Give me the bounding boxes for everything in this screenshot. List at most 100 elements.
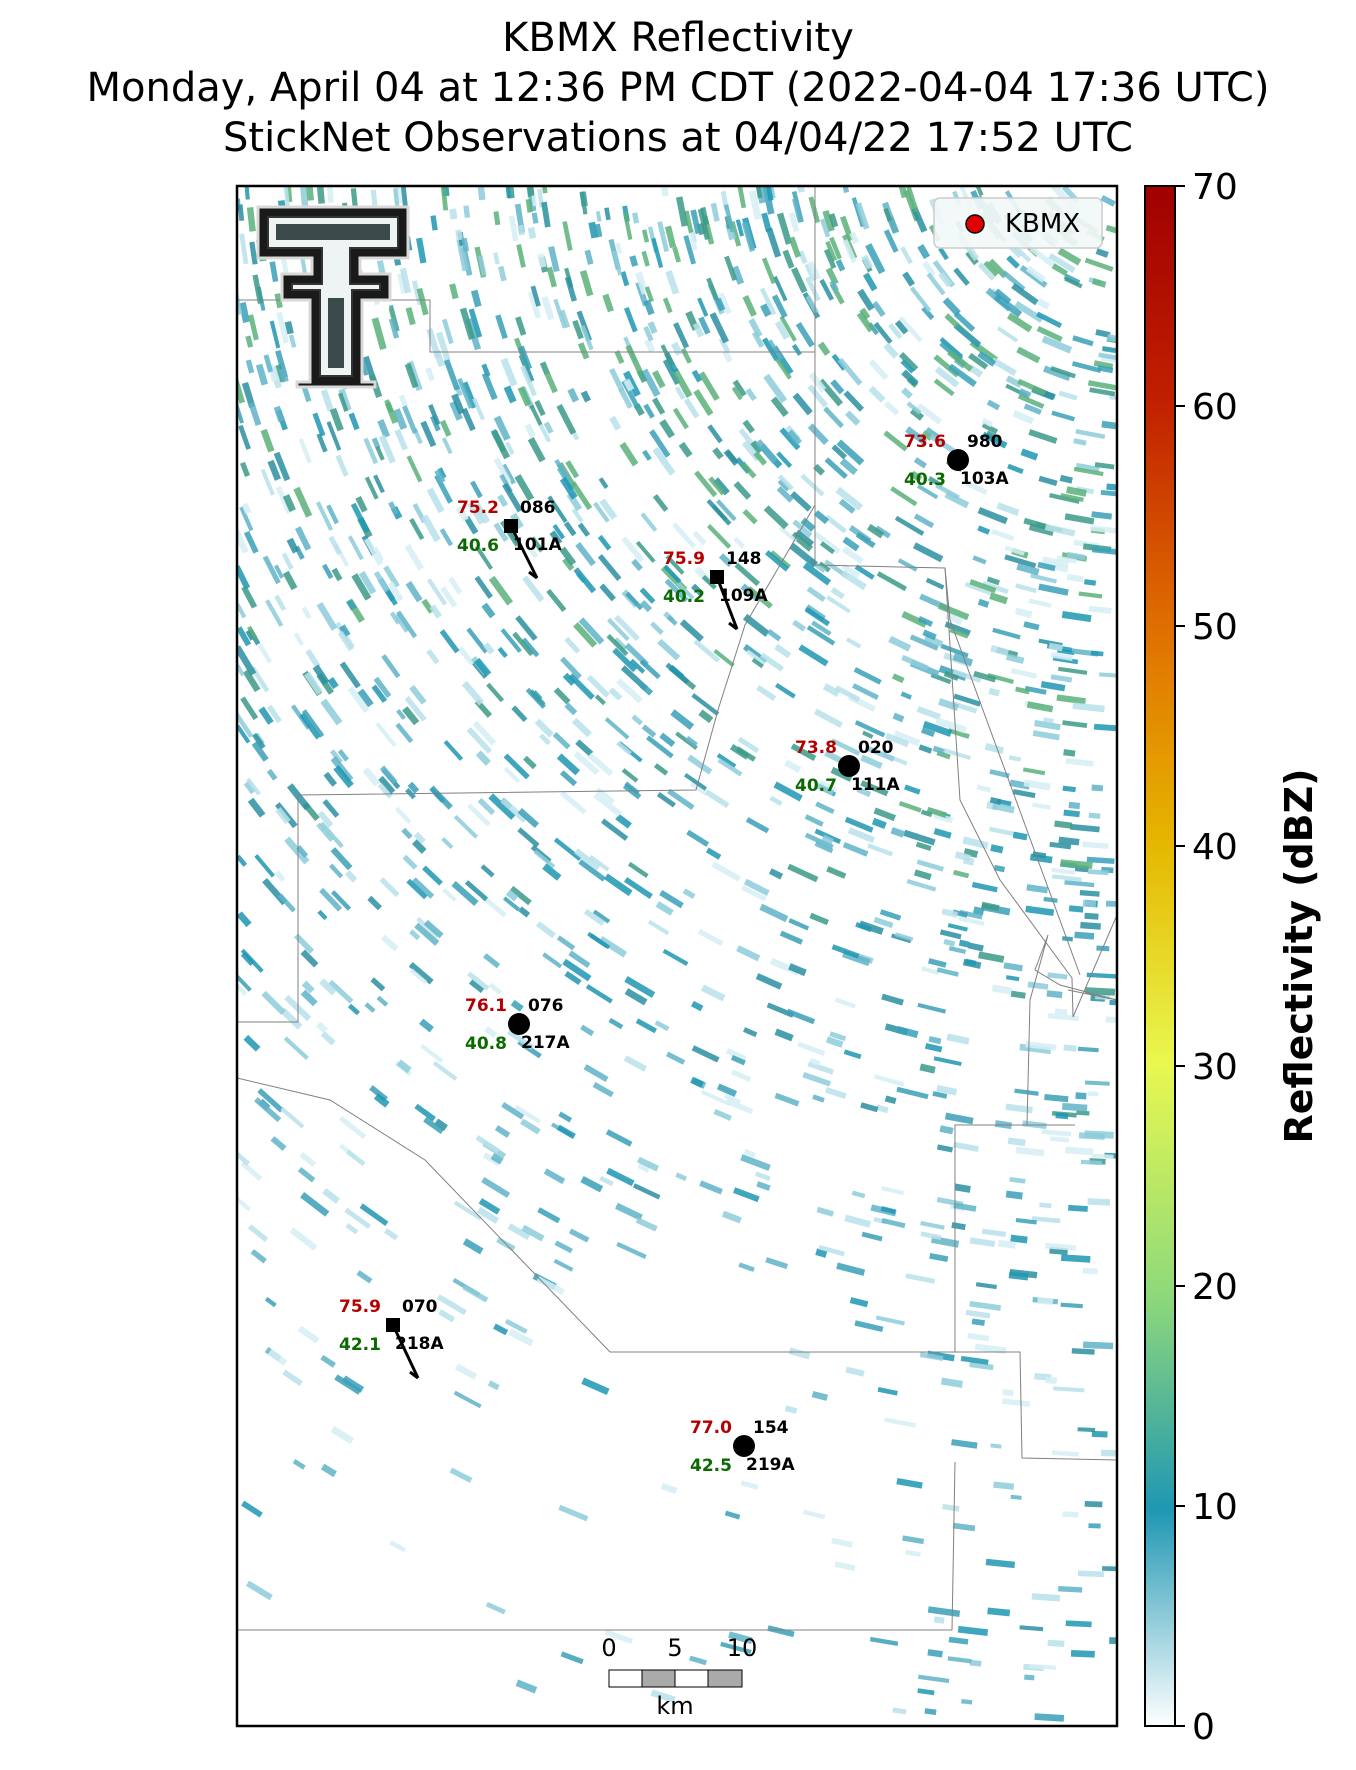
reflectivity-gate: [994, 288, 1012, 305]
reflectivity-gate: [394, 806, 412, 824]
reflectivity-gate: [763, 373, 788, 404]
reflectivity-gate: [481, 602, 496, 619]
texas-tech-double-t-logo: [256, 205, 410, 389]
reflectivity-gate: [350, 502, 370, 534]
reflectivity-gate: [1024, 685, 1047, 695]
reflectivity-gate: [527, 546, 539, 559]
reflectivity-gate: [330, 890, 352, 911]
reflectivity-gate: [481, 1177, 511, 1198]
reflectivity-gate: [425, 367, 435, 382]
reflectivity-gate: [315, 1021, 329, 1034]
reflectivity-gate: [819, 278, 834, 301]
reflectivity-gate: [389, 611, 401, 625]
reflectivity-gate: [649, 429, 671, 458]
reflectivity-gate: [426, 648, 440, 665]
reflectivity-gate: [568, 1228, 590, 1243]
reflectivity-gate: [273, 564, 285, 579]
reflectivity-gate: [439, 629, 460, 654]
reflectivity-gate: [861, 254, 873, 270]
station-pressure-code: 020: [858, 738, 894, 758]
reflectivity-gate: [841, 563, 861, 579]
reflectivity-gate: [553, 298, 567, 329]
reflectivity-gate: [824, 559, 849, 579]
reflectivity-gate: [996, 502, 1020, 516]
reflectivity-gate: [765, 1257, 789, 1270]
reflectivity-gate: [404, 544, 424, 571]
reflectivity-gate: [721, 1210, 742, 1224]
reflectivity-gate: [1088, 605, 1112, 614]
reflectivity-gate: [441, 318, 454, 345]
reflectivity-gate: [504, 441, 515, 455]
reflectivity-gate: [517, 224, 525, 236]
reflectivity-gate: [504, 186, 511, 199]
reflectivity-gate: [423, 1116, 445, 1135]
reflectivity-gate: [855, 922, 873, 933]
reflectivity-gate: [1062, 720, 1088, 728]
reflectivity-gate: [404, 696, 427, 722]
reflectivity-gate: [933, 1056, 962, 1067]
reflectivity-gate: [615, 1202, 643, 1221]
reflectivity-gate: [926, 272, 946, 296]
reflectivity-gate: [475, 1135, 500, 1154]
reflectivity-gate: [817, 341, 831, 356]
reflectivity-gate: [769, 957, 800, 976]
reflectivity-gate: [1001, 1398, 1030, 1407]
reflectivity-gate: [394, 429, 408, 451]
reflectivity-gate: [567, 387, 580, 403]
reflectivity-gate: [451, 881, 479, 907]
reflectivity-gate: [1075, 429, 1106, 440]
reflectivity-gate: [1087, 869, 1109, 876]
reflectivity-gate: [578, 617, 605, 645]
reflectivity-gate: [461, 237, 470, 252]
reflectivity-gate: [1084, 257, 1114, 272]
reflectivity-gate: [1027, 981, 1049, 990]
reflectivity-gate: [782, 249, 795, 269]
reflectivity-gate: [697, 297, 709, 317]
reflectivity-gate: [547, 495, 568, 524]
reflectivity-gate: [921, 727, 935, 738]
reflectivity-gate: [1026, 701, 1054, 713]
reflectivity-gate: [976, 784, 992, 793]
reflectivity-gate: [969, 1300, 1002, 1311]
reflectivity-gate: [745, 817, 770, 834]
station-217a: 76.1 076 40.8 217A: [465, 996, 570, 1054]
reflectivity-gate: [629, 255, 639, 267]
reflectivity-gate: [759, 903, 789, 923]
reflectivity-gate: [824, 514, 847, 534]
reflectivity-gate: [613, 637, 628, 651]
reflectivity-gate: [514, 1104, 542, 1124]
reflectivity-gate: [958, 939, 970, 948]
reflectivity-gate: [552, 524, 566, 540]
reflectivity-gate: [1005, 975, 1020, 982]
reflectivity-gate: [345, 1149, 366, 1167]
reflectivity-gate: [411, 877, 435, 899]
reflectivity-gate: [909, 286, 932, 313]
reflectivity-gate: [935, 717, 968, 734]
reflectivity-gate: [854, 720, 886, 738]
station-103a: 73.6 980 40.3 103A: [904, 432, 1009, 490]
reflectivity-gate: [237, 645, 257, 676]
reflectivity-gate: [855, 202, 870, 230]
reflectivity-gate: [237, 1189, 252, 1212]
reflectivity-gate: [367, 895, 382, 911]
reflectivity-gate: [599, 1175, 614, 1187]
reflectivity-gate: [274, 870, 286, 882]
reflectivity-gate: [242, 669, 261, 693]
reflectivity-gate: [287, 783, 311, 811]
reflectivity-gate: [330, 756, 354, 783]
reflectivity-gate: [320, 1354, 336, 1368]
reflectivity-gate: [705, 789, 730, 808]
reflectivity-gate: [1043, 717, 1054, 724]
reflectivity-gate: [501, 1102, 525, 1120]
reflectivity-gate: [716, 753, 737, 769]
reflectivity-gate: [1091, 546, 1117, 555]
reflectivity-gate: [621, 768, 639, 783]
reflectivity-gate: [825, 1036, 844, 1048]
reflectivity-gate: [1019, 1625, 1044, 1632]
reflectivity-gate: [490, 1153, 504, 1165]
reflectivity-gate: [335, 454, 349, 477]
wind-barb-icon: [509, 525, 539, 579]
reflectivity-gate: [809, 1057, 821, 1067]
reflectivity-gate: [825, 240, 838, 262]
reflectivity-gate: [320, 698, 343, 726]
